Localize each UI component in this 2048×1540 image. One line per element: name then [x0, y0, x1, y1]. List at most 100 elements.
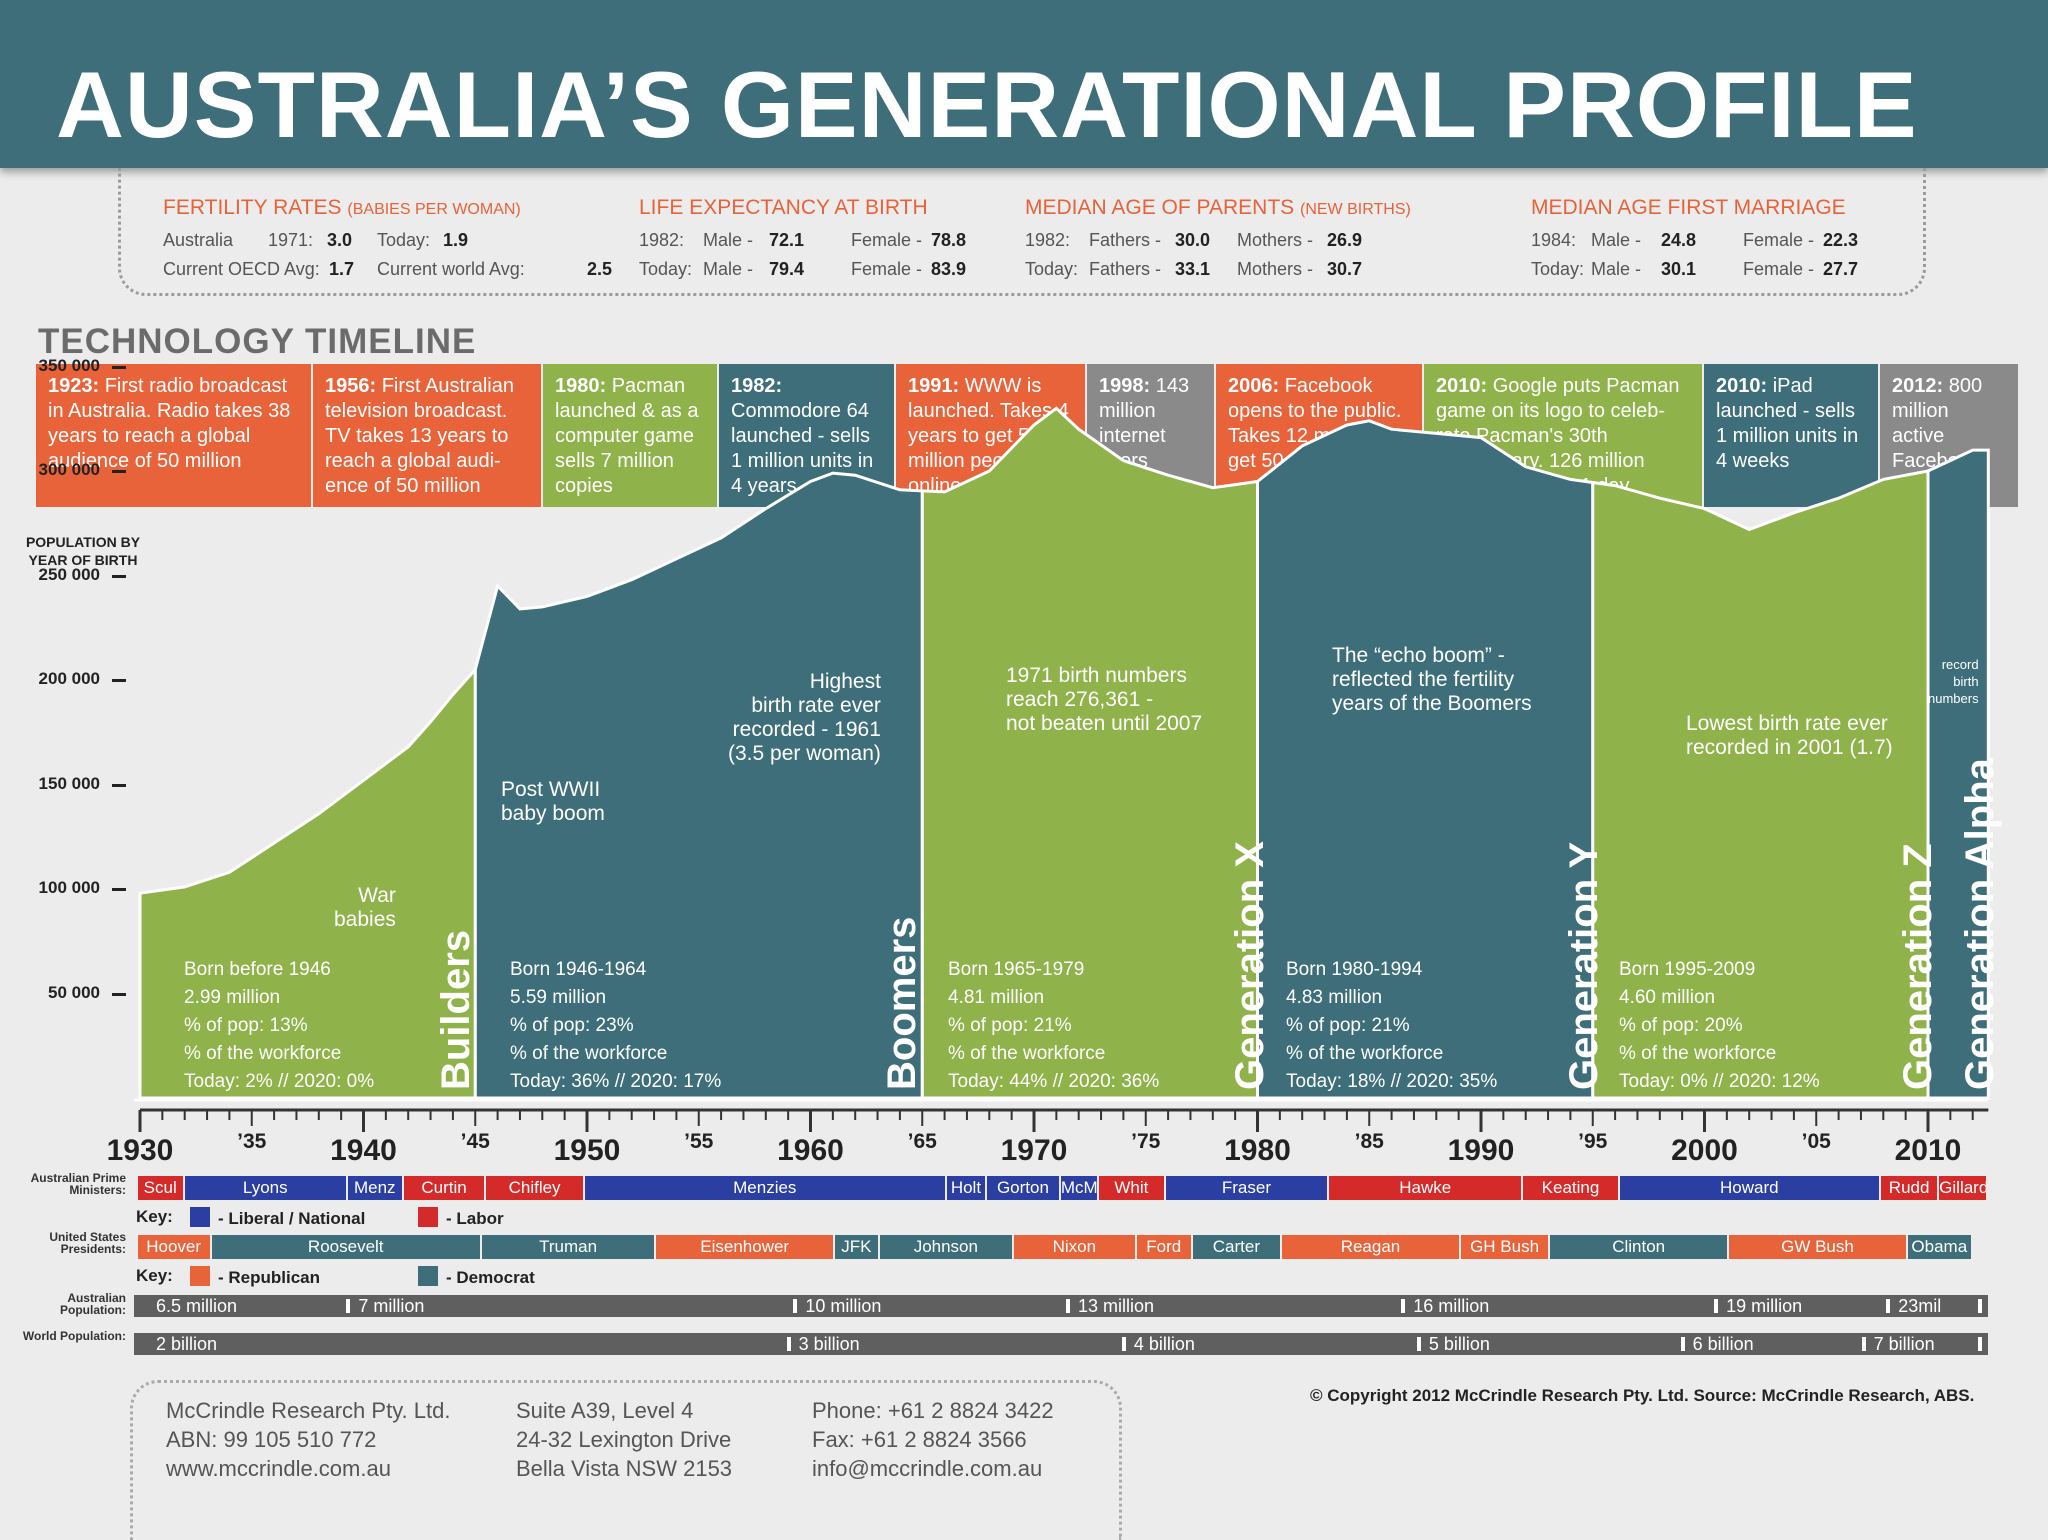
website-link[interactable]: www.mccrindle.com.au [166, 1456, 391, 1481]
life-expectancy-stat: LIFE EXPECTANCY AT BIRTH 1982: Male - 72… [639, 196, 967, 279]
prime_ministers-label: Australian Prime Ministers: [30, 1171, 126, 1197]
x-minor-tick-label: ’65 [907, 1130, 937, 1153]
world_population-marker [1861, 1337, 1866, 1351]
generation-stats: Born 1946-1964 5.59 million% of pop: 23%%… [510, 959, 722, 1092]
x-minor-tick-label: ’35 [237, 1130, 267, 1153]
presidents-segment: Ford [1136, 1235, 1191, 1259]
x-minor-tick-label: ’95 [1578, 1130, 1608, 1153]
email-link[interactable]: info@mccrindle.com.au [812, 1456, 1043, 1481]
generation-stats: Born 1995-2009 4.60 million% of pop: 20%%… [1619, 959, 1820, 1092]
timeline-item: 2010: iPad launched - sells 1 million un… [1704, 364, 1878, 507]
presidents-key-item: - Republican [190, 1266, 320, 1288]
aus_population-end [1978, 1299, 1983, 1313]
aus_population-bar [134, 1295, 1989, 1317]
x-tick-label: 1940 [330, 1134, 397, 1167]
prime_ministers-segment: Gillard [1939, 1176, 1987, 1200]
generation-name: Builders [434, 929, 478, 1090]
generation-name: Generation Y [1562, 841, 1606, 1090]
presidents-key-label: Key: [136, 1266, 173, 1285]
world_population-marker-label: 3 billion [798, 1334, 860, 1354]
contact-address: Suite A39, Level 4 24-32 Lexington Drive B… [516, 1398, 733, 1481]
generation-stats: Born 1980-1994 4.83 million% of pop: 21%%… [1286, 959, 1498, 1092]
aus_population-marker-label: 23mil [1898, 1296, 1942, 1316]
world_population-marker [1416, 1337, 1421, 1351]
generation-name: Generation X [1228, 841, 1272, 1090]
presidents-segment: Eisenhower [656, 1235, 834, 1259]
generation-area [473, 471, 924, 1100]
timeline-item: 1923: First radio broadcast in Australia… [36, 364, 311, 507]
world_population-marker-label: 4 billion [1133, 1334, 1195, 1354]
fertility-stat: FERTILITY RATES (BABIES PER WOMAN) Austr… [163, 196, 613, 279]
prime_ministers-segment: Curtin [403, 1176, 485, 1200]
x-minor-tick-label: ’05 [1801, 1130, 1831, 1153]
world_population-marker-label: 7 billion [1873, 1334, 1935, 1354]
y-tick-mark [112, 888, 126, 891]
y-tick-label: 150 000 [38, 773, 100, 793]
prime_ministers-segment: Menzies [584, 1176, 945, 1200]
annotation-highest-1961: Highest birth rate ever recorded - 1961 (3.… [728, 670, 881, 765]
world_population-marker [1121, 1337, 1126, 1351]
x-tick-label: 1960 [777, 1134, 844, 1167]
prime_ministers-segment: Howard [1619, 1176, 1880, 1200]
stats-panel: FERTILITY RATES (BABIES PER WOMAN) Austr… [118, 168, 1926, 296]
world_population-marker-label: 6 billion [1692, 1334, 1754, 1354]
annotation-echo-boom: The “echo boom” - reflected the fertility… [1332, 644, 1532, 715]
generation-name: Boomers [880, 916, 924, 1090]
contact-company: McCrindle Research Pty. Ltd. ABN: 99 105 … [166, 1398, 451, 1481]
y-tick-label: 100 000 [38, 878, 100, 897]
timeline-item: 1980: Pacman launched & as a computer ga… [543, 364, 717, 507]
presidents-segment: Truman [481, 1235, 655, 1259]
world_population-bar [134, 1333, 1989, 1355]
parents-age-stat: MEDIAN AGE OF PARENTS (NEW BIRTHS) 1982:… [1025, 196, 1411, 279]
prime_ministers-segment: Rudd [1881, 1176, 1938, 1200]
y-tick-mark [112, 992, 126, 996]
tech-timeline-title: TECHNOLOGY TIMELINE [38, 322, 477, 361]
presidents-label: United States Presidents: [49, 1230, 126, 1256]
aus_population-marker-label: 13 million [1077, 1296, 1155, 1316]
y-tick-label: 250 000 [38, 564, 100, 584]
world_population-end [1978, 1337, 1983, 1351]
presidents-segment: Carter [1192, 1235, 1281, 1259]
y-tick-label: 300 000 [38, 460, 100, 479]
prime_ministers-segment: Chifley [486, 1176, 583, 1200]
presidents-segment: Roosevelt [211, 1235, 480, 1259]
contact-panel [130, 1380, 1122, 1540]
aus_population-marker-label: 10 million [805, 1296, 882, 1316]
x-tick-label: 1930 [106, 1134, 174, 1167]
legend-swatch [190, 1207, 210, 1227]
x-minor-tick-label: ’55 [684, 1130, 714, 1153]
y-tick-label: 200 000 [38, 669, 100, 688]
generation-stats: Born before 1946 2.99 million% of pop: 13… [184, 959, 375, 1092]
prime_ministers-segment: Fraser [1165, 1176, 1327, 1200]
y-tick-mark [112, 365, 126, 369]
x-minor-tick-label: ’75 [1131, 1130, 1161, 1153]
aus_population-marker [1065, 1299, 1070, 1313]
timeline-item: 1991: WWW is launched. Takes 4 years to … [896, 364, 1085, 507]
x-tick-label: 1950 [553, 1134, 621, 1167]
prime_ministers-key-item: - Labor [418, 1207, 504, 1229]
annotation-births-1971: 1971 birth numbers reach 276,361 - not bea… [1006, 664, 1203, 735]
timeline-item: 1956: First Australian television broadc… [313, 364, 541, 507]
presidents-segment: Reagan [1282, 1235, 1459, 1259]
presidents-key-item: - Democrat [418, 1266, 535, 1288]
presidents-segment: Johnson [879, 1235, 1012, 1259]
presidents-segment: GH Bush [1460, 1235, 1549, 1259]
y-tick-label: 50 000 [48, 982, 100, 1002]
copyright-notice: © Copyright 2012 McCrindle Research Pty.… [1310, 1386, 1975, 1405]
prime_ministers-segment: Gorton [987, 1176, 1059, 1200]
y-tick-label: 350 000 [38, 355, 100, 375]
aus_population-marker [346, 1299, 351, 1313]
y-axis-title: POPULATION BY YEAR OF BIRTH [25, 534, 141, 568]
presidents-segment: JFK [835, 1235, 878, 1259]
x-minor-tick-label: ’85 [1354, 1130, 1384, 1153]
aus_population-marker [793, 1299, 798, 1313]
world_population-marker-label: 2 billion [156, 1334, 218, 1354]
fertility-title: FERTILITY RATES (BABIES PER WOMAN) [163, 196, 521, 219]
presidents-segment: Obama [1907, 1235, 1971, 1259]
x-tick-label: 2000 [1671, 1134, 1738, 1167]
presidents-segment: Clinton [1550, 1235, 1728, 1259]
prime_ministers-segment: Scul [137, 1176, 183, 1200]
prime_ministers-key-label: Key: [136, 1207, 173, 1226]
aus_population-marker-label: 19 million [1726, 1296, 1803, 1316]
